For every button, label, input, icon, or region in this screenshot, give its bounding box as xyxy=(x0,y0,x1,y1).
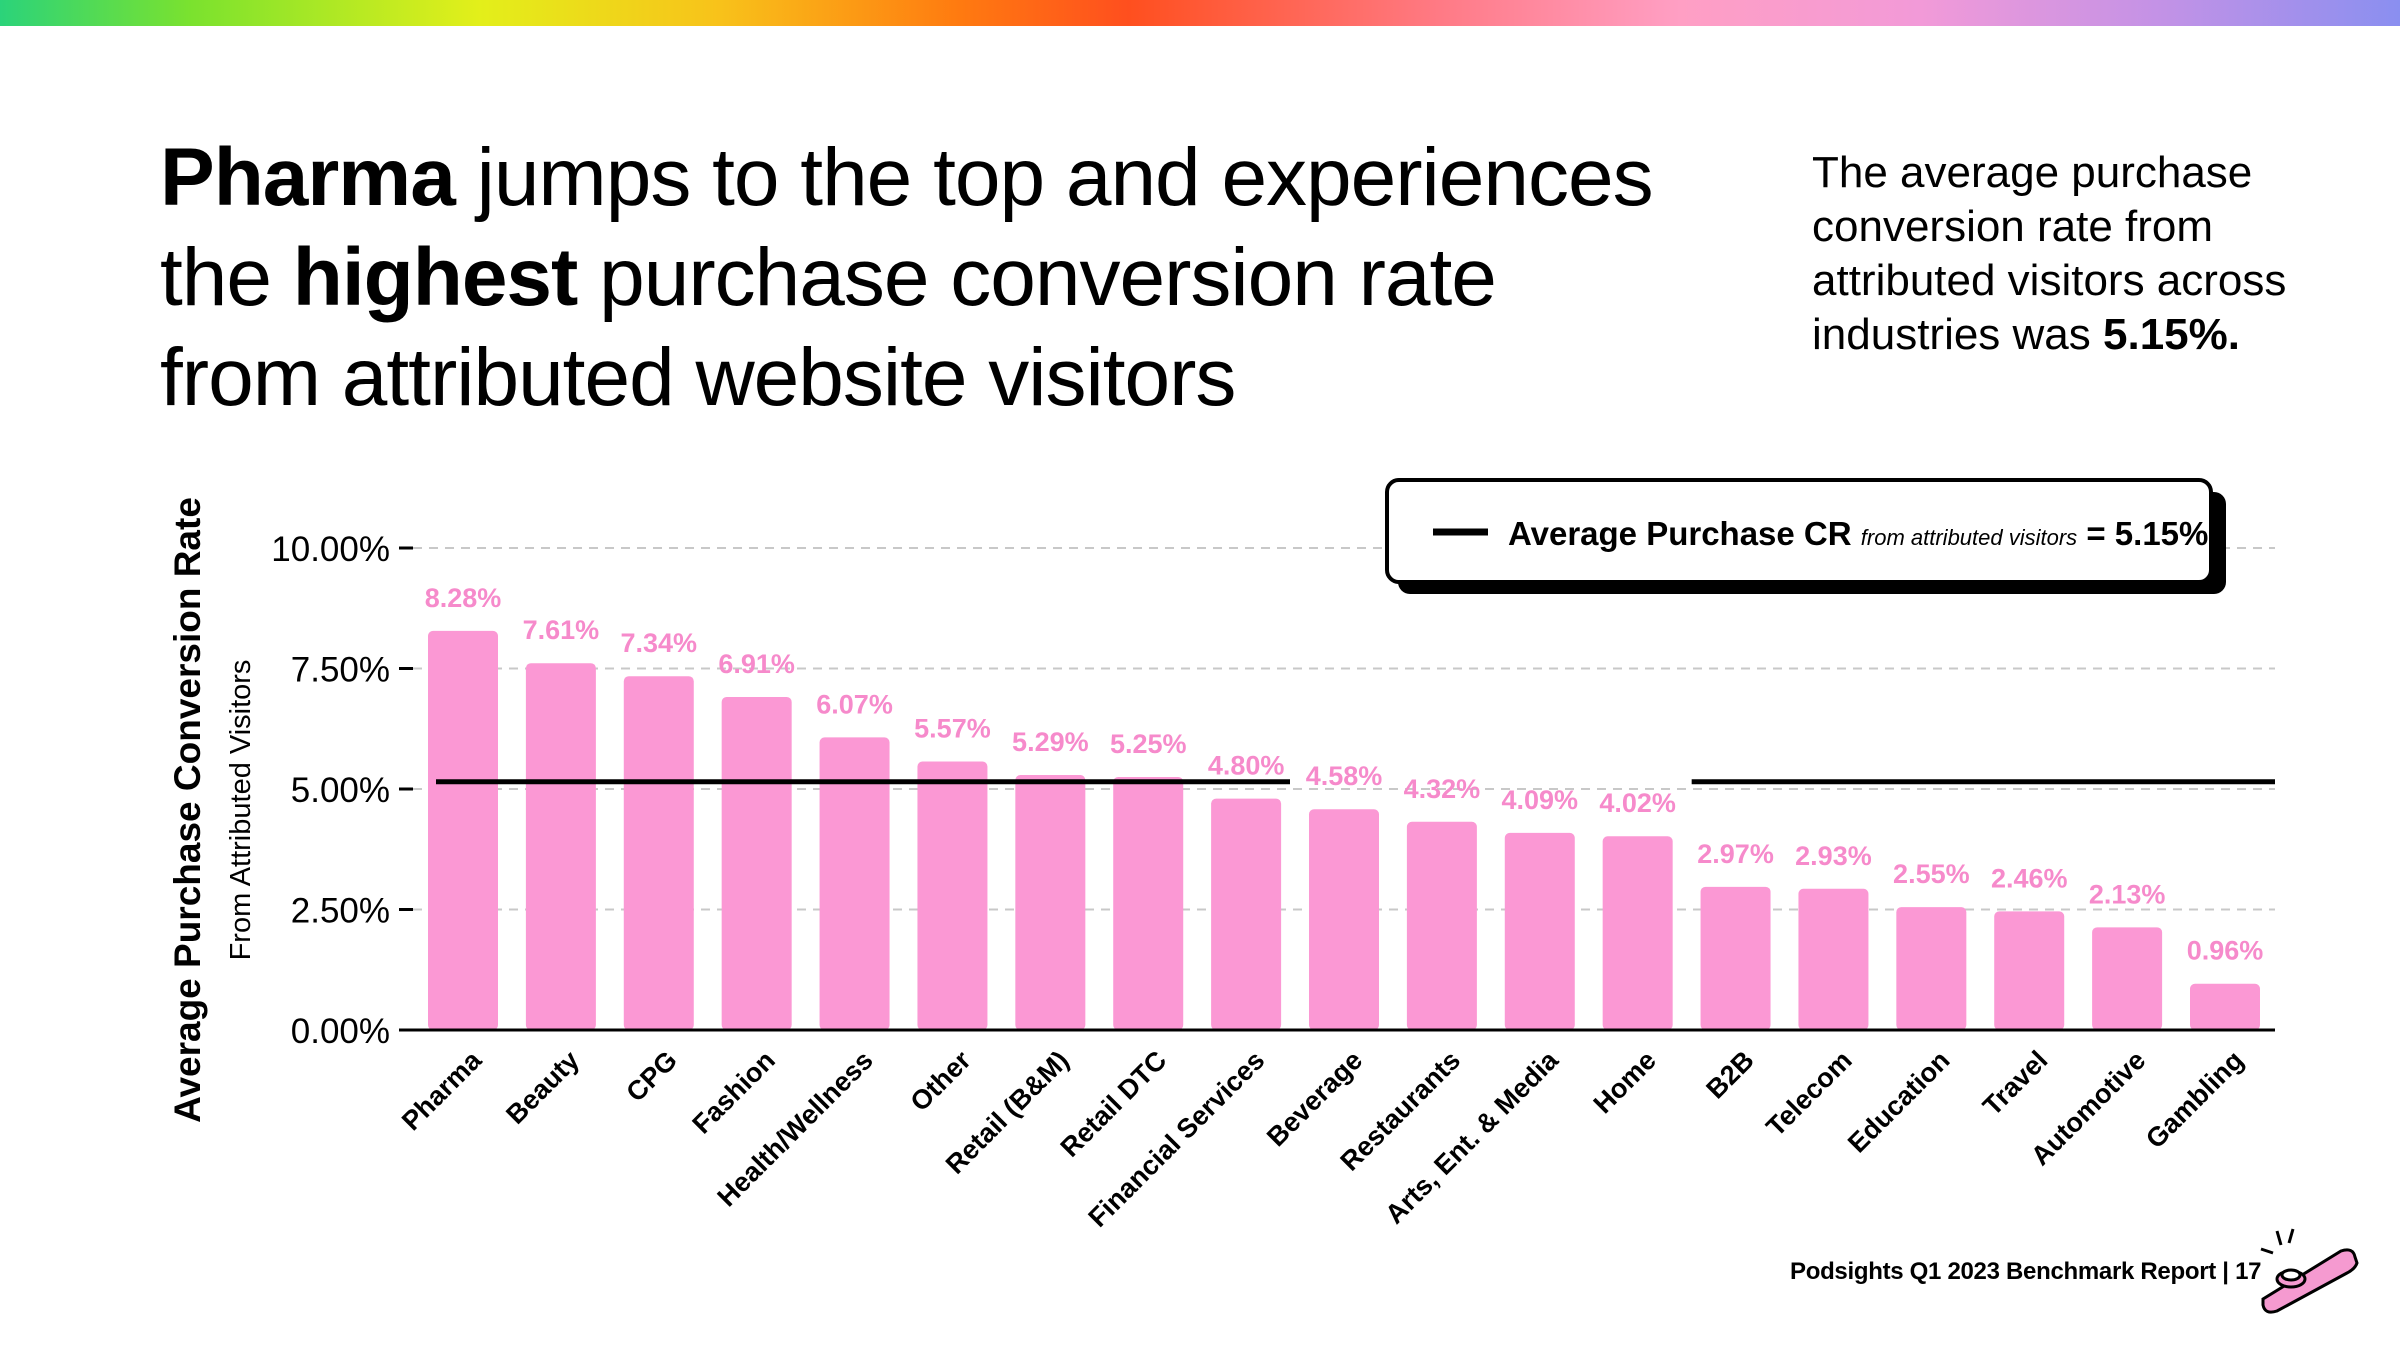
bar xyxy=(1015,775,1086,1030)
y-axis-subtitle: From Attributed Visitors xyxy=(225,660,257,961)
y-tick-label: 0.00% xyxy=(291,1012,390,1051)
bar-value-label: 4.09% xyxy=(1501,785,1578,815)
footer-report-label: Podsights Q1 2023 Benchmark Report | 17 xyxy=(1790,1258,2262,1285)
headline-part-6: from attributed website visitors xyxy=(160,332,1236,423)
bar-value-label: 4.80% xyxy=(1208,751,1285,781)
bar xyxy=(1504,832,1575,1030)
headline-part-5: purchase conversion rate xyxy=(577,232,1497,323)
x-category-label: Beverage xyxy=(1261,1045,1368,1152)
bar xyxy=(525,663,596,1030)
x-category-label: Pharma xyxy=(396,1044,488,1136)
bar-value-label: 8.28% xyxy=(425,583,502,613)
y-axis-ticks: 0.00% 2.50% 5.00% 7.50% 10.00% xyxy=(271,530,413,1051)
bar xyxy=(721,696,792,1030)
kazoo-logo-icon xyxy=(2260,1228,2359,1314)
bar-value-label: 0.96% xyxy=(2187,936,2264,966)
x-category-label: CPG xyxy=(620,1045,683,1108)
y-tick-label: 2.50% xyxy=(291,892,390,931)
x-category-label: Beauty xyxy=(500,1045,585,1130)
x-category-label: B2B xyxy=(1700,1045,1759,1104)
bar-value-label: 4.02% xyxy=(1599,788,1676,818)
headline-part-2: jumps to the top and experiences xyxy=(454,132,1654,223)
x-category-label: Arts, Ent. & Media xyxy=(1379,1044,1564,1229)
bars xyxy=(428,630,2260,1030)
x-category-label: Travel xyxy=(1977,1045,2053,1121)
x-category-label: Financial Services xyxy=(1083,1045,1271,1233)
legend-label-main: Average Purchase CR xyxy=(1508,515,1852,552)
y-tick-label: 10.00% xyxy=(271,530,390,569)
bar-value-label: 2.93% xyxy=(1795,841,1872,871)
headline-bold-highest: highest xyxy=(292,232,579,323)
bar-value-label: 2.55% xyxy=(1893,859,1970,889)
bar-value-label: 6.07% xyxy=(816,689,893,719)
summary-text: The average purchase conversion rate fro… xyxy=(1812,148,2287,359)
bar xyxy=(1798,888,1869,1030)
y-axis-title: Average Purchase Conversion Rate xyxy=(167,497,208,1123)
legend-label: Average Purchase CR from attributed visi… xyxy=(1508,515,2208,552)
rainbow-top-bar xyxy=(0,0,2400,26)
x-category-label: Home xyxy=(1588,1045,1662,1119)
x-category-label: Fashion xyxy=(686,1045,780,1139)
bar-value-label: 2.46% xyxy=(1991,863,2068,893)
y-tick-label: 5.00% xyxy=(291,771,390,810)
bar xyxy=(1994,911,2065,1030)
bar xyxy=(623,676,694,1030)
bar xyxy=(428,630,498,1030)
summary-value: 5.15%. xyxy=(2103,310,2240,359)
bar xyxy=(1309,809,1379,1030)
legend-label-italic: from attributed visitors xyxy=(1861,525,2077,550)
bar xyxy=(1211,798,1282,1030)
x-category-label: Other xyxy=(905,1045,977,1117)
legend: Average Purchase CR from attributed visi… xyxy=(1385,478,2226,594)
bar xyxy=(1406,821,1477,1030)
x-category-label: Gambling xyxy=(2140,1045,2249,1154)
x-category-label: Telecom xyxy=(1760,1045,1857,1142)
bar xyxy=(1896,907,1967,1030)
bar-value-label: 5.25% xyxy=(1110,729,1187,759)
bar-value-label: 5.57% xyxy=(914,714,991,744)
bar-value-labels: 8.28% 7.61% 7.34% 6.91% 6.07% 5.57% 5.29% 5.25%… xyxy=(425,583,2264,966)
bar-value-label: 7.34% xyxy=(620,628,697,658)
bar-value-label: 4.58% xyxy=(1306,761,1383,791)
bar xyxy=(1700,886,1771,1030)
bar-value-label: 2.13% xyxy=(2089,879,2166,909)
bar xyxy=(1113,776,1184,1030)
legend-label-value: = 5.15% xyxy=(2086,515,2208,552)
headline-bold-pharma: Pharma xyxy=(160,132,456,223)
average-summary-note: The average purchase conversion rate fro… xyxy=(1812,146,2332,362)
headline: Pharma jumps to the top and experiences … xyxy=(160,128,1760,428)
bar-value-label: 4.32% xyxy=(1404,774,1481,804)
bar xyxy=(1602,836,1673,1030)
bar-value-label: 7.61% xyxy=(523,615,600,645)
bar xyxy=(2190,983,2260,1030)
y-tick-label: 7.50% xyxy=(291,651,390,690)
bar-value-label: 2.97% xyxy=(1697,839,1774,869)
legend-box xyxy=(1385,478,2213,584)
bar xyxy=(819,737,890,1030)
bar xyxy=(917,761,988,1030)
x-category-label: Education xyxy=(1842,1045,1956,1159)
headline-part-3: the xyxy=(160,232,293,323)
bar-value-label: 5.29% xyxy=(1012,727,1089,757)
bar-value-label: 6.91% xyxy=(718,649,795,679)
bar xyxy=(2092,927,2163,1030)
